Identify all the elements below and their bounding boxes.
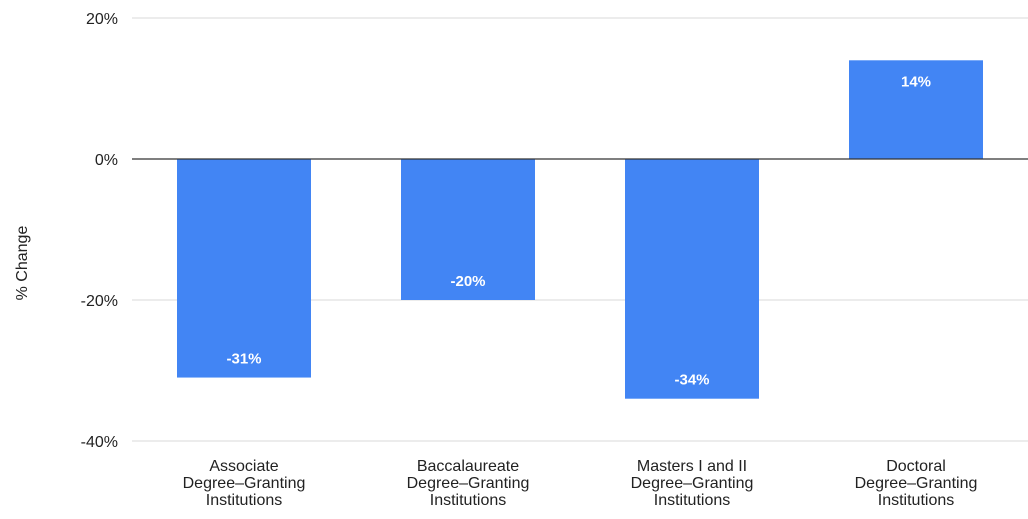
bar bbox=[625, 159, 759, 399]
y-tick-label: 20% bbox=[86, 11, 118, 28]
x-category-label: Doctoral bbox=[886, 458, 946, 475]
x-category-label: Degree–Granting bbox=[407, 475, 530, 492]
x-category-label: Masters I and II bbox=[637, 458, 747, 475]
bar bbox=[401, 159, 535, 300]
bar-data-label: -34% bbox=[674, 372, 709, 389]
x-axis-category-labels: AssociateDegree–GrantingInstitutionsBacc… bbox=[183, 458, 978, 509]
bar-data-label: -20% bbox=[450, 273, 485, 290]
y-tick-label: 0% bbox=[95, 152, 118, 169]
x-category-label: Institutions bbox=[654, 492, 730, 509]
y-tick-label: -20% bbox=[81, 293, 118, 310]
data-labels: -31% -20% -34% 14% bbox=[226, 73, 931, 388]
bar-data-label: -31% bbox=[226, 351, 261, 368]
x-category-label: Associate bbox=[209, 458, 278, 475]
x-category-label: Institutions bbox=[878, 492, 954, 509]
bar-data-label: 14% bbox=[901, 73, 931, 90]
x-category-label: Degree–Granting bbox=[631, 475, 754, 492]
x-category-label: Degree–Granting bbox=[183, 475, 306, 492]
bars bbox=[177, 60, 983, 399]
bar bbox=[177, 159, 311, 378]
x-category-label: Institutions bbox=[206, 492, 282, 509]
y-axis-ticks: 20% 0% -20% -40% bbox=[81, 11, 118, 451]
y-axis-title: % Change bbox=[14, 226, 31, 301]
x-category-label: Baccalaureate bbox=[417, 458, 519, 475]
x-category-label: Degree–Granting bbox=[855, 475, 978, 492]
x-category-label: Institutions bbox=[430, 492, 506, 509]
y-tick-label: -40% bbox=[81, 434, 118, 451]
bar bbox=[849, 60, 983, 159]
